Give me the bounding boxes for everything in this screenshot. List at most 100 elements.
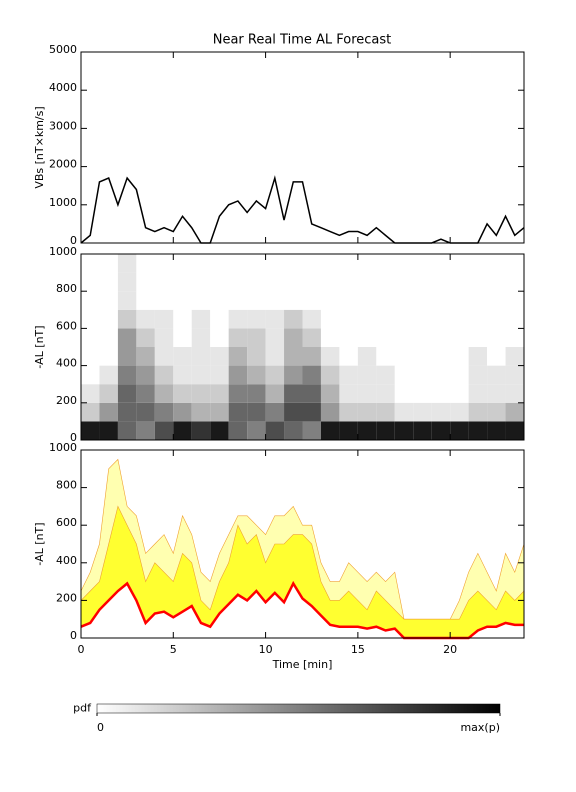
heat-cell xyxy=(136,365,155,385)
plot-frame xyxy=(80,253,525,441)
heat-cell xyxy=(505,272,524,292)
y-tick-label: 3000 xyxy=(49,119,77,132)
heat-cell xyxy=(99,365,118,385)
heat-cell xyxy=(247,365,266,385)
y-tick-label: 800 xyxy=(56,282,77,295)
heat-cell xyxy=(81,291,100,310)
heat-cell xyxy=(302,347,321,366)
y-tick-label: 2000 xyxy=(49,158,77,171)
heat-cell xyxy=(468,402,488,422)
heat-cell xyxy=(505,384,524,403)
y-tick-label: 0 xyxy=(70,629,77,642)
heat-cell xyxy=(136,291,155,310)
heat-cell xyxy=(265,328,285,347)
y-tick-label: 5000 xyxy=(49,43,77,56)
heat-cell xyxy=(431,291,451,310)
y-tick-label: 1000 xyxy=(49,441,77,454)
heat-cell xyxy=(247,347,266,366)
heat-cell xyxy=(210,347,229,366)
heat-cell xyxy=(413,421,432,440)
heat-cell xyxy=(136,384,155,403)
heat-cell xyxy=(210,365,229,385)
heat-cell xyxy=(191,328,211,347)
heat-cell xyxy=(81,365,100,385)
x-tick-label: 15 xyxy=(351,643,365,656)
heat-cell xyxy=(302,328,321,347)
heat-cell xyxy=(247,421,266,440)
heat-cell xyxy=(191,347,211,366)
heat-cell xyxy=(376,402,395,422)
y-tick-label: 0 xyxy=(70,431,77,444)
heat-cell xyxy=(117,402,137,422)
heat-cell xyxy=(320,421,340,440)
heat-cell xyxy=(265,291,285,310)
plot-frame xyxy=(80,51,525,244)
heat-cell xyxy=(99,254,118,273)
heat-cell xyxy=(450,347,469,366)
heat-cell xyxy=(431,384,451,403)
heat-cell xyxy=(99,309,118,329)
heat-cell xyxy=(247,254,266,273)
heat-cell xyxy=(376,291,395,310)
heat-cell xyxy=(99,402,118,422)
heat-cell xyxy=(228,384,248,403)
heat-cell xyxy=(487,365,506,385)
heat-cell xyxy=(247,402,266,422)
heat-cell xyxy=(191,384,211,403)
heat-cell xyxy=(99,328,118,347)
heat-cell xyxy=(173,402,192,422)
heat-cell xyxy=(505,421,524,440)
heat-cell xyxy=(173,347,192,366)
heat-cell xyxy=(394,347,414,366)
heat-cell xyxy=(228,347,248,366)
heat-cell xyxy=(320,384,340,403)
heat-cell xyxy=(339,291,358,310)
heat-cell xyxy=(302,402,321,422)
heat-cell xyxy=(413,402,432,422)
heat-cell xyxy=(487,421,506,440)
heat-cell xyxy=(154,402,174,422)
heat-cell xyxy=(505,347,524,366)
heat-cell xyxy=(487,272,506,292)
y-tick-label: 200 xyxy=(56,591,77,604)
heat-cell xyxy=(320,309,340,329)
plot-frame xyxy=(80,449,525,639)
heat-cell xyxy=(431,365,451,385)
heat-cell xyxy=(191,272,211,292)
heat-cell xyxy=(265,347,285,366)
heat-cell xyxy=(505,309,524,329)
heat-cell xyxy=(284,347,303,366)
heat-cell xyxy=(357,365,377,385)
heat-cell xyxy=(154,309,174,329)
heat-cell xyxy=(117,254,137,273)
heat-cell xyxy=(210,272,229,292)
heat-cell xyxy=(81,254,100,273)
heat-cell xyxy=(210,421,229,440)
heat-cell xyxy=(468,291,488,310)
heat-cell xyxy=(339,347,358,366)
heat-cell xyxy=(136,272,155,292)
heat-cell xyxy=(265,309,285,329)
heat-cell xyxy=(320,291,340,310)
heat-cell xyxy=(431,272,451,292)
heat-cell xyxy=(357,328,377,347)
heat-cell xyxy=(154,347,174,366)
data-line xyxy=(80,175,525,244)
heat-cell xyxy=(81,328,100,347)
heat-cell xyxy=(81,402,100,422)
heat-cell xyxy=(487,402,506,422)
heat-cell xyxy=(81,309,100,329)
heat-cell xyxy=(136,347,155,366)
y-tick-label: 4000 xyxy=(49,81,77,94)
y-axis-title: -AL [nT] xyxy=(33,522,46,565)
heat-cell xyxy=(284,254,303,273)
heat-cell xyxy=(468,254,488,273)
heat-cell xyxy=(228,402,248,422)
heat-cell xyxy=(284,421,303,440)
heat-cell xyxy=(136,309,155,329)
heat-cell xyxy=(173,309,192,329)
heat-cell xyxy=(117,309,137,329)
heat-cell xyxy=(210,402,229,422)
heat-cell xyxy=(228,272,248,292)
